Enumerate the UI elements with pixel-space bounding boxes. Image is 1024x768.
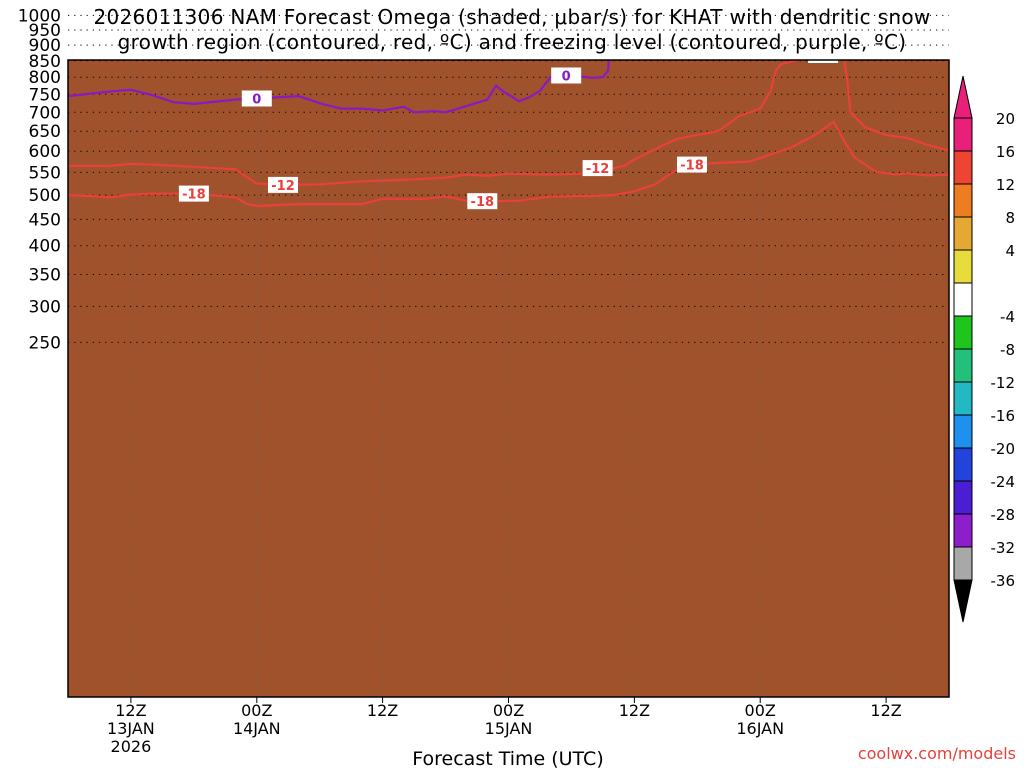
y-tick-label-1000: 1000 bbox=[18, 6, 61, 26]
colorbar-bin-7 bbox=[953, 348, 973, 383]
isotherm-label-bg--18C-1 bbox=[467, 193, 498, 210]
y-tick-label-650: 650 bbox=[29, 122, 61, 142]
y-tick-label-550: 550 bbox=[29, 163, 61, 183]
isotherm-label-bg--18C-0 bbox=[178, 185, 209, 202]
colorbar-label-8: -16 bbox=[991, 407, 1016, 425]
isotherm--12C bbox=[68, 60, 949, 186]
isotherm-label-bg--12C-0 bbox=[268, 176, 298, 193]
x-tick-label-66-1: 16JAN bbox=[736, 719, 784, 738]
x-tick-label-54-0: 12Z bbox=[619, 701, 650, 720]
colorbar-bin-12 bbox=[953, 513, 973, 548]
isotherm-label-bg-0C-1 bbox=[551, 67, 582, 84]
x-tick-label-6-0: 12Z bbox=[115, 701, 146, 720]
colorbar-bin-11 bbox=[953, 480, 973, 515]
colorbar-bin-8 bbox=[953, 381, 973, 416]
colorbar-label-7: -12 bbox=[991, 374, 1016, 392]
colorbar-bin-6 bbox=[953, 315, 973, 350]
isotherm-label-0C-1: 0 bbox=[562, 70, 571, 85]
y-tick-label-450: 450 bbox=[29, 210, 61, 230]
terrain-surface bbox=[68, 60, 949, 697]
colorbar-label-4: 4 bbox=[1005, 242, 1015, 260]
x-tick-label-42-1: 15JAN bbox=[485, 719, 533, 738]
colorbar-arrow-bottom bbox=[953, 579, 973, 623]
x-tick-label-30-0: 12Z bbox=[367, 701, 398, 720]
colorbar-label-2: 12 bbox=[996, 176, 1015, 194]
isotherm-label--18C-2: -18 bbox=[680, 159, 704, 174]
contour-layer: -18 -18 -18 -12 -12 -12 0 0 bbox=[68, 13, 950, 210]
colorbar-arrow-top bbox=[953, 75, 973, 119]
x-tick-label-18-0: 00Z bbox=[241, 701, 272, 720]
watermark: coolwx.com/models bbox=[858, 744, 1016, 763]
x-tick-label-78-0: 12Z bbox=[870, 701, 901, 720]
colorbar-bin-4 bbox=[953, 249, 973, 284]
y-tick-label-750: 750 bbox=[29, 85, 61, 105]
isotherm-label-0C-0: 0 bbox=[252, 93, 261, 108]
y-tick-label-900: 900 bbox=[29, 36, 61, 56]
x-axis-label: Forecast Time (UTC) bbox=[412, 748, 603, 768]
colorbar: 20 16 12 8 4 -4 -8 -12 -16 -20 -24 -28 -32 -36 bbox=[953, 75, 1016, 623]
colorbar-label-11: -28 bbox=[991, 506, 1016, 524]
x-tick-label-18-1: 14JAN bbox=[233, 719, 281, 738]
y-tick-label-800: 800 bbox=[29, 68, 61, 88]
colorbar-bin-5 bbox=[953, 282, 973, 317]
colorbar-bin-0 bbox=[953, 117, 973, 152]
isotherm-0C-east bbox=[939, 13, 950, 16]
chart-title-line-1: 2026011306 NAM Forecast Omega (shaded, μ… bbox=[93, 5, 931, 29]
terrain-layer bbox=[68, 60, 949, 697]
colorbar-label-5: -4 bbox=[1000, 308, 1015, 326]
isotherm-label--18C-0: -18 bbox=[182, 188, 206, 203]
isotherm-label--12C-2: -12 bbox=[811, 49, 835, 64]
colorbar-label-0: 20 bbox=[996, 110, 1015, 128]
colorbar-bin-2 bbox=[953, 183, 973, 218]
y-tick-label-950: 950 bbox=[29, 21, 61, 41]
isotherm-label--12C-0: -12 bbox=[271, 179, 295, 194]
isotherm-label-bg--12C-1 bbox=[582, 160, 613, 177]
isotherm-label-bg-0C-0 bbox=[241, 90, 272, 107]
colorbar-label-6: -8 bbox=[1000, 341, 1015, 359]
y-tick-label-300: 300 bbox=[29, 297, 61, 317]
isotherm-label--12C-1: -12 bbox=[586, 162, 610, 177]
chart-title-line-2: growth region (contoured, red, ºC) and f… bbox=[117, 30, 907, 54]
y-tick-label-850: 850 bbox=[29, 52, 61, 72]
colorbar-label-1: 16 bbox=[996, 143, 1015, 161]
colorbar-bin-13 bbox=[953, 546, 973, 581]
x-tick-label-66-0: 00Z bbox=[745, 701, 776, 720]
x-tick-label-6-2: 2026 bbox=[111, 737, 152, 756]
axis-layer: 2503003504004505005506006507007508008509… bbox=[18, 6, 902, 756]
y-tick-label-600: 600 bbox=[29, 142, 61, 162]
y-tick-label-500: 500 bbox=[29, 186, 61, 206]
colorbar-bin-10 bbox=[953, 447, 973, 482]
x-tick-label-42-0: 00Z bbox=[493, 701, 524, 720]
colorbar-bin-1 bbox=[953, 150, 973, 185]
y-tick-label-350: 350 bbox=[29, 266, 61, 286]
colorbar-bin-9 bbox=[953, 414, 973, 449]
grid-layer bbox=[68, 14, 949, 697]
colorbar-label-12: -32 bbox=[991, 539, 1016, 557]
x-tick-label-6-1: 13JAN bbox=[107, 719, 155, 738]
colorbar-label-9: -20 bbox=[991, 440, 1016, 458]
isotherm--18C bbox=[68, 120, 949, 208]
colorbar-label-13: -36 bbox=[991, 572, 1016, 590]
isotherm-label-bg--12C-2 bbox=[808, 60, 839, 63]
colorbar-label-3: 8 bbox=[1005, 209, 1015, 227]
isotherm-label--18C-1: -18 bbox=[471, 195, 495, 210]
isotherm-label-bg--18C-2 bbox=[677, 156, 707, 173]
y-tick-label-400: 400 bbox=[29, 237, 61, 257]
colorbar-label-10: -24 bbox=[991, 473, 1016, 491]
y-tick-label-250: 250 bbox=[29, 333, 61, 353]
y-tick-label-700: 700 bbox=[29, 103, 61, 123]
colorbar-bin-3 bbox=[953, 216, 973, 251]
